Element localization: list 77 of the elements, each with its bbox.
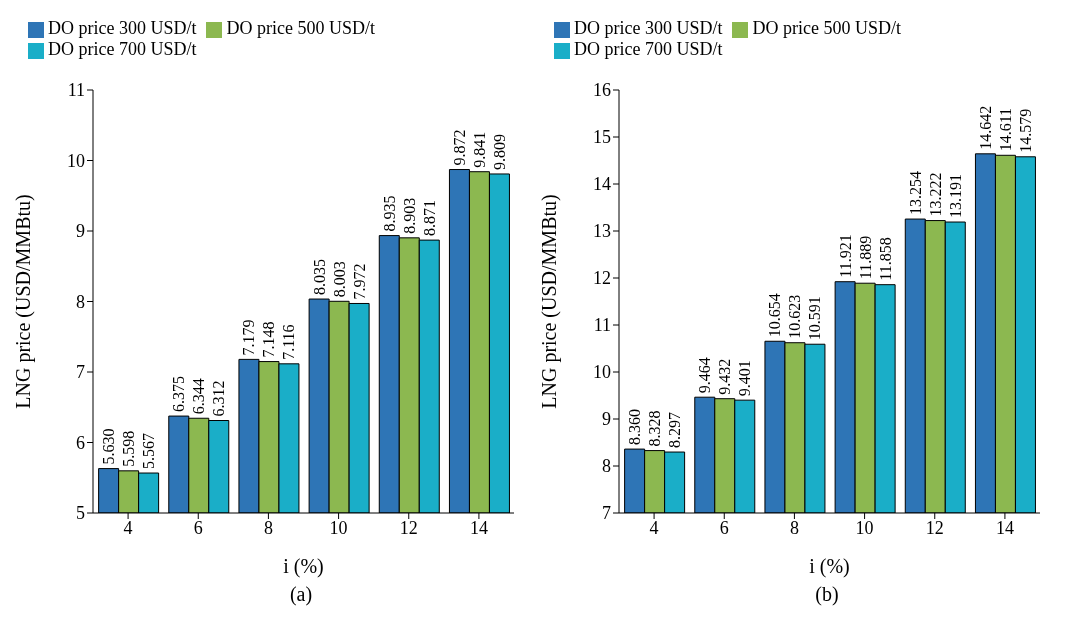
data-label: 6.312 <box>210 380 228 417</box>
data-label: 14.611 <box>996 107 1014 152</box>
y-tick-label: 7 <box>76 362 85 383</box>
data-label: 9.872 <box>450 129 468 166</box>
data-label: 7.972 <box>350 263 368 300</box>
data-label: 11.921 <box>836 234 854 278</box>
y-axis-title: LNG price (USD/MMBtu) <box>538 194 562 409</box>
x-tick-label: 6 <box>193 517 203 538</box>
x-axis-title: i (%) <box>809 555 850 578</box>
data-label: 8.003 <box>330 261 348 298</box>
data-label: 8.328 <box>646 410 664 447</box>
legend-label: DO price 700 USD/t <box>574 39 723 59</box>
data-label: 10.654 <box>766 293 784 338</box>
data-label: 7.148 <box>260 321 278 358</box>
data-label: 11.889 <box>856 235 874 280</box>
data-label: 10.623 <box>786 294 804 339</box>
data-label: 9.401 <box>736 360 754 397</box>
data-label: 6.344 <box>190 378 208 415</box>
x-tick-label: 10 <box>855 517 874 538</box>
data-label: 11.858 <box>876 237 894 281</box>
y-tick-label: 6 <box>76 432 85 453</box>
data-label: 9.809 <box>490 133 508 170</box>
x-tick-label: 14 <box>995 517 1014 538</box>
data-label: 5.630 <box>100 428 118 465</box>
legend-label: DO price 500 USD/t <box>226 18 375 38</box>
y-tick-label: 11 <box>593 315 611 336</box>
y-tick-label: 9 <box>602 409 611 430</box>
y-tick-label: 14 <box>593 174 611 195</box>
data-label: 8.903 <box>400 197 418 234</box>
y-tick-label: 8 <box>76 291 85 312</box>
data-label: 9.432 <box>716 358 734 395</box>
x-tick-label: 12 <box>399 517 418 538</box>
data-label: 5.598 <box>120 430 138 467</box>
y-tick-label: 12 <box>593 268 611 289</box>
data-label: 9.841 <box>470 131 488 168</box>
data-label: 8.360 <box>626 409 644 446</box>
data-label: 13.254 <box>906 171 924 216</box>
y-tick-label: 16 <box>593 80 611 101</box>
y-tick-label: 7 <box>602 503 611 524</box>
y-tick-label: 10 <box>67 150 85 171</box>
y-tick-label: 13 <box>593 221 611 242</box>
data-label: 8.297 <box>666 412 684 449</box>
x-tick-label: 12 <box>925 517 944 538</box>
data-label: 8.035 <box>310 259 328 296</box>
legend-label: DO price 300 USD/t <box>574 18 723 38</box>
data-label: 13.191 <box>946 174 964 219</box>
data-label: 8.871 <box>420 200 438 237</box>
x-tick-label: 8 <box>263 517 273 538</box>
y-axis-title: LNG price (USD/MMBtu) <box>12 194 36 409</box>
y-tick-label: 15 <box>593 127 611 148</box>
text: (a) <box>288 583 314 606</box>
x-tick-label: 8 <box>789 517 799 538</box>
y-tick-label: 9 <box>76 221 85 242</box>
data-label: 8.935 <box>380 195 398 232</box>
y-tick-label: 11 <box>67 80 85 101</box>
data-label: 10.591 <box>806 296 824 341</box>
legend-label: DO price 700 USD/t <box>48 39 197 59</box>
text: (b) <box>814 583 840 606</box>
x-tick-label: 4 <box>649 517 659 538</box>
data-label: 7.116 <box>280 324 298 360</box>
data-label: 14.579 <box>1016 108 1034 153</box>
data-label: 13.222 <box>926 172 944 217</box>
x-tick-label: 4 <box>123 517 133 538</box>
x-tick-label: 10 <box>329 517 348 538</box>
x-tick-label: 6 <box>719 517 729 538</box>
x-tick-label: 14 <box>469 517 488 538</box>
legend-label: DO price 300 USD/t <box>48 18 197 38</box>
x-axis-title: i (%) <box>283 555 324 578</box>
data-label: 7.179 <box>240 319 258 356</box>
y-tick-label: 5 <box>76 503 85 524</box>
y-tick-label: 10 <box>593 362 611 383</box>
data-label: 14.642 <box>976 105 994 150</box>
y-tick-label: 8 <box>602 456 611 477</box>
data-label: 9.464 <box>696 357 714 394</box>
legend-label: DO price 500 USD/t <box>752 18 901 38</box>
data-label: 5.567 <box>140 433 158 470</box>
data-label: 6.375 <box>170 376 188 413</box>
